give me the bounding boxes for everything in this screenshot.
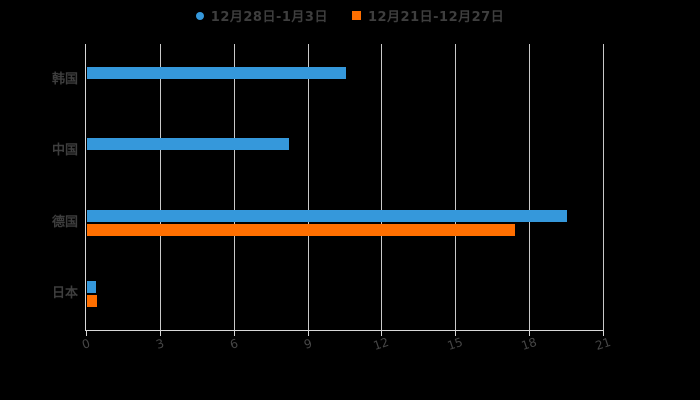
bar-series0-韩国[interactable]	[87, 67, 346, 79]
gridline	[160, 44, 161, 330]
x-axis-tick	[86, 330, 87, 336]
gridline	[529, 44, 530, 330]
y-axis-label: 中国	[51, 143, 78, 158]
y-axis-label: 日本	[51, 286, 78, 301]
legend-item-week-previous[interactable]: 12月21日-12月27日	[351, 6, 505, 25]
gridline	[308, 44, 309, 330]
plot-area: 0 3 6 9 12 15 18 21 韩国 中国 德国 日本	[52, 44, 612, 353]
x-axis-tick	[603, 330, 604, 336]
bar-series0-日本[interactable]	[87, 281, 96, 293]
gridline	[234, 44, 235, 330]
bar-series1-德国[interactable]	[87, 224, 515, 236]
x-axis-tick	[234, 330, 235, 336]
gridline	[381, 44, 382, 330]
gridline	[603, 44, 604, 330]
x-axis-tick	[308, 330, 309, 336]
x-axis-tick	[529, 330, 530, 336]
x-axis-tick	[455, 330, 456, 336]
y-axis-label: 德国	[51, 215, 78, 230]
gridline	[455, 44, 456, 330]
chart-legend: 12月28日-1月3日 12月21日-12月27日	[0, 6, 700, 25]
bar-series1-日本[interactable]	[87, 295, 97, 307]
legend-item-week-current[interactable]: 12月28日-1月3日	[195, 6, 328, 25]
bar-series0-中国[interactable]	[87, 138, 289, 150]
legend-square-marker-icon	[351, 11, 361, 20]
legend-label: 12月21日-12月27日	[367, 10, 505, 25]
x-axis-tick	[381, 330, 382, 336]
y-axis-label: 韩国	[51, 72, 78, 87]
bar-series0-德国[interactable]	[87, 210, 567, 222]
x-axis-tick	[160, 330, 161, 336]
legend-circle-marker-icon	[195, 11, 204, 20]
legend-label: 12月28日-1月3日	[210, 10, 328, 25]
